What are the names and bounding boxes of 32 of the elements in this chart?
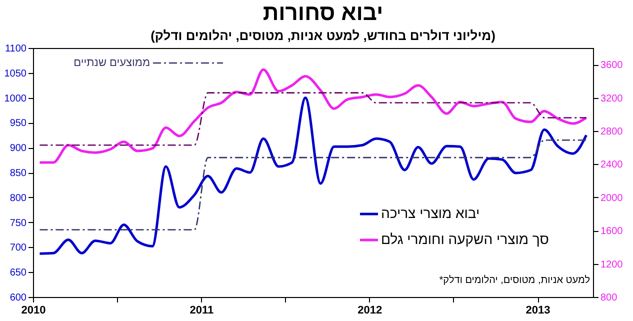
legend-label: סך מוצרי השקעה וחומרי גלם: [381, 231, 549, 247]
y2-tick-label: 800: [600, 292, 618, 304]
x-tick-label: 2012: [358, 304, 382, 316]
annotation: *למעט אניות, מטוסים, יהלומים ודלק: [439, 274, 590, 286]
y-tick-label: 800: [10, 192, 27, 204]
y-tick-label: 1000: [4, 93, 27, 104]
chart-subtitle: (מיליוני דולרים בחודש, למעט אניות, מטוסים, יהלומים ודלק): [150, 28, 496, 43]
x-tick-label: 2013: [526, 304, 550, 316]
y2-tick-label: 2800: [600, 126, 624, 138]
y2-tick-label: 2400: [600, 160, 624, 171]
chart-title: יבוא סחורות: [262, 0, 384, 25]
legend-label: יבוא מוצרי צריכה: [381, 205, 480, 221]
line-series: [39, 92, 587, 146]
y-tick-label: 1100: [4, 44, 27, 54]
y-tick-label: 650: [10, 268, 27, 279]
y2-tick-label: 2000: [600, 192, 624, 204]
y2-tick-label: 1200: [600, 259, 624, 270]
y2-tick-label: 1600: [600, 226, 624, 238]
y-tick-label: 600: [10, 292, 27, 304]
y-tick-label: 750: [10, 218, 27, 229]
text: ממוצעים שנתיים: [74, 57, 150, 69]
y-tick-label: 1050: [4, 68, 27, 80]
line-series: [38, 96, 588, 255]
y-tick-label: 900: [10, 143, 27, 154]
y-tick-label: 850: [10, 168, 27, 179]
y2-tick-label: 3200: [600, 93, 624, 104]
y-tick-label: 950: [10, 118, 27, 130]
y2-tick-label: 3600: [600, 60, 624, 72]
line-series: [38, 68, 588, 164]
x-tick-label: 2011: [190, 304, 214, 316]
y-tick-label: 700: [10, 242, 27, 254]
x-tick-label: 2010: [21, 304, 46, 316]
